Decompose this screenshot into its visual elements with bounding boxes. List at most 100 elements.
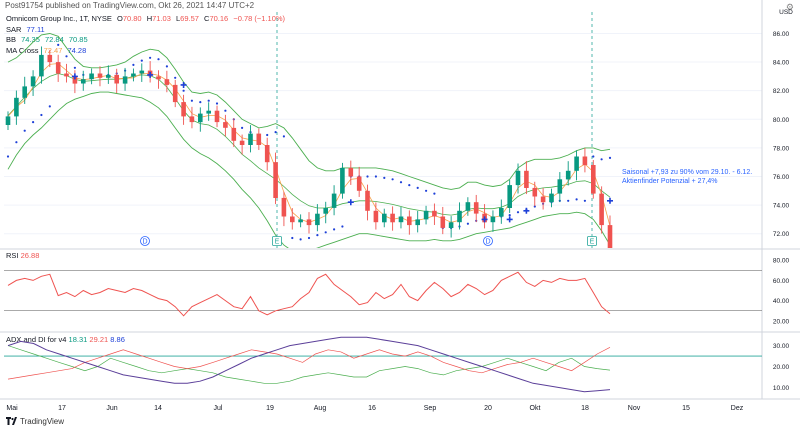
price-tick-label: 82.00	[773, 88, 790, 95]
sar-dot	[533, 205, 536, 208]
candle-body	[5, 116, 11, 125]
time-tick-label: 14	[154, 405, 162, 412]
sar-dot	[266, 133, 269, 137]
sar-dot	[333, 228, 336, 231]
price-tick-label: 84.00	[773, 60, 790, 67]
ma-fast-line	[7, 63, 611, 227]
candle-body	[189, 116, 195, 123]
candle-body	[64, 73, 69, 77]
legend-o-label: O	[116, 14, 123, 23]
sar-dot	[374, 175, 377, 178]
candle-body	[365, 190, 370, 211]
legend-h-label: H	[146, 14, 153, 23]
candle-body	[298, 219, 303, 223]
ma-cross-marker	[180, 81, 187, 88]
candle-body	[231, 127, 237, 141]
candle-body	[515, 170, 521, 186]
earnings-marker-label: E	[590, 239, 595, 246]
adx-label: ADX and DI for v4	[6, 335, 67, 344]
sar-dot	[199, 101, 202, 104]
candle-body	[264, 145, 270, 163]
sar-dot	[433, 192, 436, 195]
sar-dot	[324, 231, 327, 234]
sar-dot	[274, 131, 277, 134]
candle-body	[390, 213, 395, 223]
candle-body	[315, 213, 320, 226]
candle-body	[214, 110, 220, 123]
rsi-label: RSI	[6, 251, 19, 260]
time-axis[interactable]: Mai 17 Jun 14 Jul 19 Aug 16 Sep 20 Okt 18 Nov 15 Dez	[6, 405, 743, 412]
adx-legend[interactable]: ADX and DI for v4 18.31 29.21 8.86	[6, 335, 125, 344]
candle-body	[55, 62, 61, 74]
sar-dot	[57, 43, 60, 47]
time-tick-label: 18	[581, 405, 589, 412]
price-axis[interactable]: USD 86.00 84.00 82.00 80.00 78.00 76.00 74.00 72…	[773, 9, 793, 392]
annotation-line-1: Saisonal +7,93 zu 90% vom 29.10. - 6.12.	[622, 169, 753, 176]
rsi-legend[interactable]: RSI 26.88	[6, 251, 39, 260]
settings-gear-icon[interactable]: ⚙	[785, 2, 794, 12]
time-tick-label: Aug	[314, 405, 327, 412]
footer-brand-text: TradingView	[20, 417, 65, 426]
candle-body	[273, 162, 278, 198]
legend-ma-1: 72.47	[43, 45, 63, 55]
time-tick-label: 20	[484, 405, 492, 412]
adx-value-2: 29.21	[89, 335, 109, 344]
chart-legend: Omnicom Group Inc., 1T, NYSE O70.80 H71.…	[6, 14, 288, 56]
sar-dot	[23, 129, 26, 132]
rsi-tick-label: 20.00	[773, 318, 790, 325]
candle-body	[574, 156, 579, 171]
sar-dot	[366, 175, 369, 178]
legend-bb-row[interactable]: BB 74.35 72.84 70.85	[6, 35, 288, 46]
rsi-line	[7, 271, 611, 317]
candle-body	[281, 197, 287, 217]
ma-cross-marker	[481, 216, 488, 223]
moving-averages	[7, 63, 611, 227]
candle-body	[407, 216, 412, 226]
candle-body	[164, 79, 170, 85]
sar-dot	[165, 65, 168, 68]
candle-body	[373, 210, 379, 223]
legend-sar-row[interactable]: SAR 77.11	[6, 25, 288, 36]
adx-pane	[4, 336, 762, 393]
legend-sar-label: SAR	[6, 24, 22, 34]
legend-ma-2: 74.28	[67, 45, 87, 55]
bb-upper-line	[7, 33, 611, 190]
candle-body	[423, 210, 429, 220]
sar-dot	[132, 63, 135, 66]
price-tick-label: 80.00	[773, 117, 790, 124]
candle-body	[156, 76, 161, 80]
legend-change: −0.78 (−1.10%)	[233, 14, 286, 23]
candle-body	[256, 133, 262, 145]
candle-body	[14, 97, 19, 117]
legend-ma-row[interactable]: MA Cross 72.47 74.28	[6, 46, 288, 57]
time-tick-label: 15	[682, 405, 690, 412]
candle-body	[340, 167, 345, 194]
sar-dot	[157, 58, 160, 61]
price-tick-label: 78.00	[773, 145, 790, 152]
legend-ma-label: MA Cross	[6, 45, 39, 55]
time-tick-label: Mai	[6, 405, 18, 412]
sar-dot	[241, 126, 244, 129]
candlesticks	[5, 46, 613, 248]
sar-dot	[15, 141, 18, 144]
time-tick-label: 16	[368, 405, 376, 412]
time-tick-label: Nov	[628, 405, 641, 412]
legend-symbol-row: Omnicom Group Inc., 1T, NYSE O70.80 H71.…	[6, 14, 288, 25]
candle-body	[507, 185, 512, 208]
candle-body	[440, 216, 446, 228]
candle-body	[306, 219, 312, 226]
candle-body	[356, 176, 362, 191]
rsi-tick-label: 80.00	[773, 258, 790, 265]
sar-dot	[575, 198, 578, 201]
rsi-pane	[4, 269, 762, 317]
candle-body	[607, 225, 613, 248]
candle-body	[47, 54, 53, 63]
legend-symbol[interactable]: Omnicom Group Inc., 1T, NYSE	[6, 14, 112, 23]
ma-cross-marker	[147, 71, 154, 78]
sar-dot	[383, 176, 386, 179]
ma-cross-markers	[71, 71, 613, 223]
footer-brand[interactable]: TradingView	[6, 417, 64, 426]
sar-dot	[508, 214, 511, 217]
legend-bb-2: 72.84	[44, 35, 64, 44]
